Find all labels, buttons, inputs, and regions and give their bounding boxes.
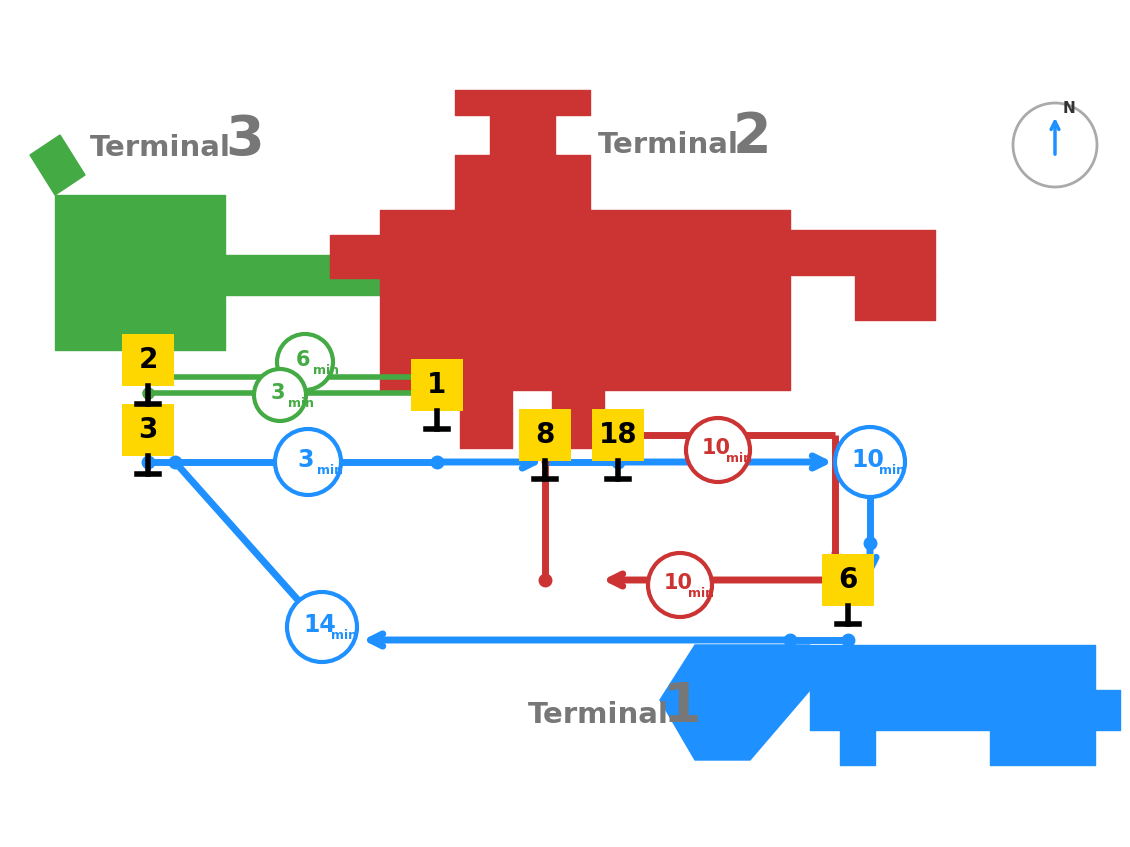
- Text: 10: 10: [702, 438, 730, 458]
- Text: min: min: [879, 463, 905, 477]
- Text: 14: 14: [304, 613, 337, 637]
- FancyBboxPatch shape: [519, 409, 571, 461]
- Text: 3: 3: [271, 383, 285, 403]
- Circle shape: [254, 369, 306, 421]
- Text: 10: 10: [663, 573, 693, 593]
- Text: 2: 2: [733, 110, 772, 164]
- Text: min: min: [331, 628, 357, 641]
- Circle shape: [647, 553, 712, 617]
- Polygon shape: [695, 645, 810, 760]
- FancyBboxPatch shape: [822, 554, 873, 606]
- Text: min: min: [313, 363, 339, 377]
- Text: 1: 1: [427, 371, 446, 399]
- Text: 18: 18: [599, 421, 637, 449]
- Circle shape: [686, 418, 750, 482]
- Text: 3: 3: [138, 416, 158, 444]
- Text: 3: 3: [225, 113, 263, 167]
- Text: 2: 2: [138, 346, 158, 374]
- Text: N: N: [1063, 101, 1076, 115]
- Circle shape: [277, 334, 333, 390]
- Text: Terminal: Terminal: [598, 131, 739, 159]
- Text: min: min: [288, 396, 314, 409]
- Text: min: min: [688, 586, 714, 600]
- FancyBboxPatch shape: [411, 359, 463, 411]
- Text: 6: 6: [838, 566, 858, 594]
- Text: min: min: [318, 463, 344, 477]
- Text: 6: 6: [296, 350, 311, 370]
- Text: 10: 10: [852, 448, 885, 472]
- Text: Terminal: Terminal: [528, 701, 669, 729]
- Text: 8: 8: [536, 421, 555, 449]
- Text: 3: 3: [297, 448, 314, 472]
- Circle shape: [275, 429, 341, 495]
- FancyBboxPatch shape: [122, 334, 174, 386]
- Polygon shape: [660, 645, 695, 760]
- FancyBboxPatch shape: [122, 404, 174, 456]
- FancyBboxPatch shape: [592, 409, 644, 461]
- Text: min: min: [727, 451, 753, 464]
- Circle shape: [835, 427, 905, 497]
- Circle shape: [287, 592, 357, 662]
- Circle shape: [1012, 103, 1097, 187]
- Text: Terminal: Terminal: [90, 134, 231, 162]
- Polygon shape: [31, 135, 85, 195]
- Text: 1: 1: [663, 680, 702, 734]
